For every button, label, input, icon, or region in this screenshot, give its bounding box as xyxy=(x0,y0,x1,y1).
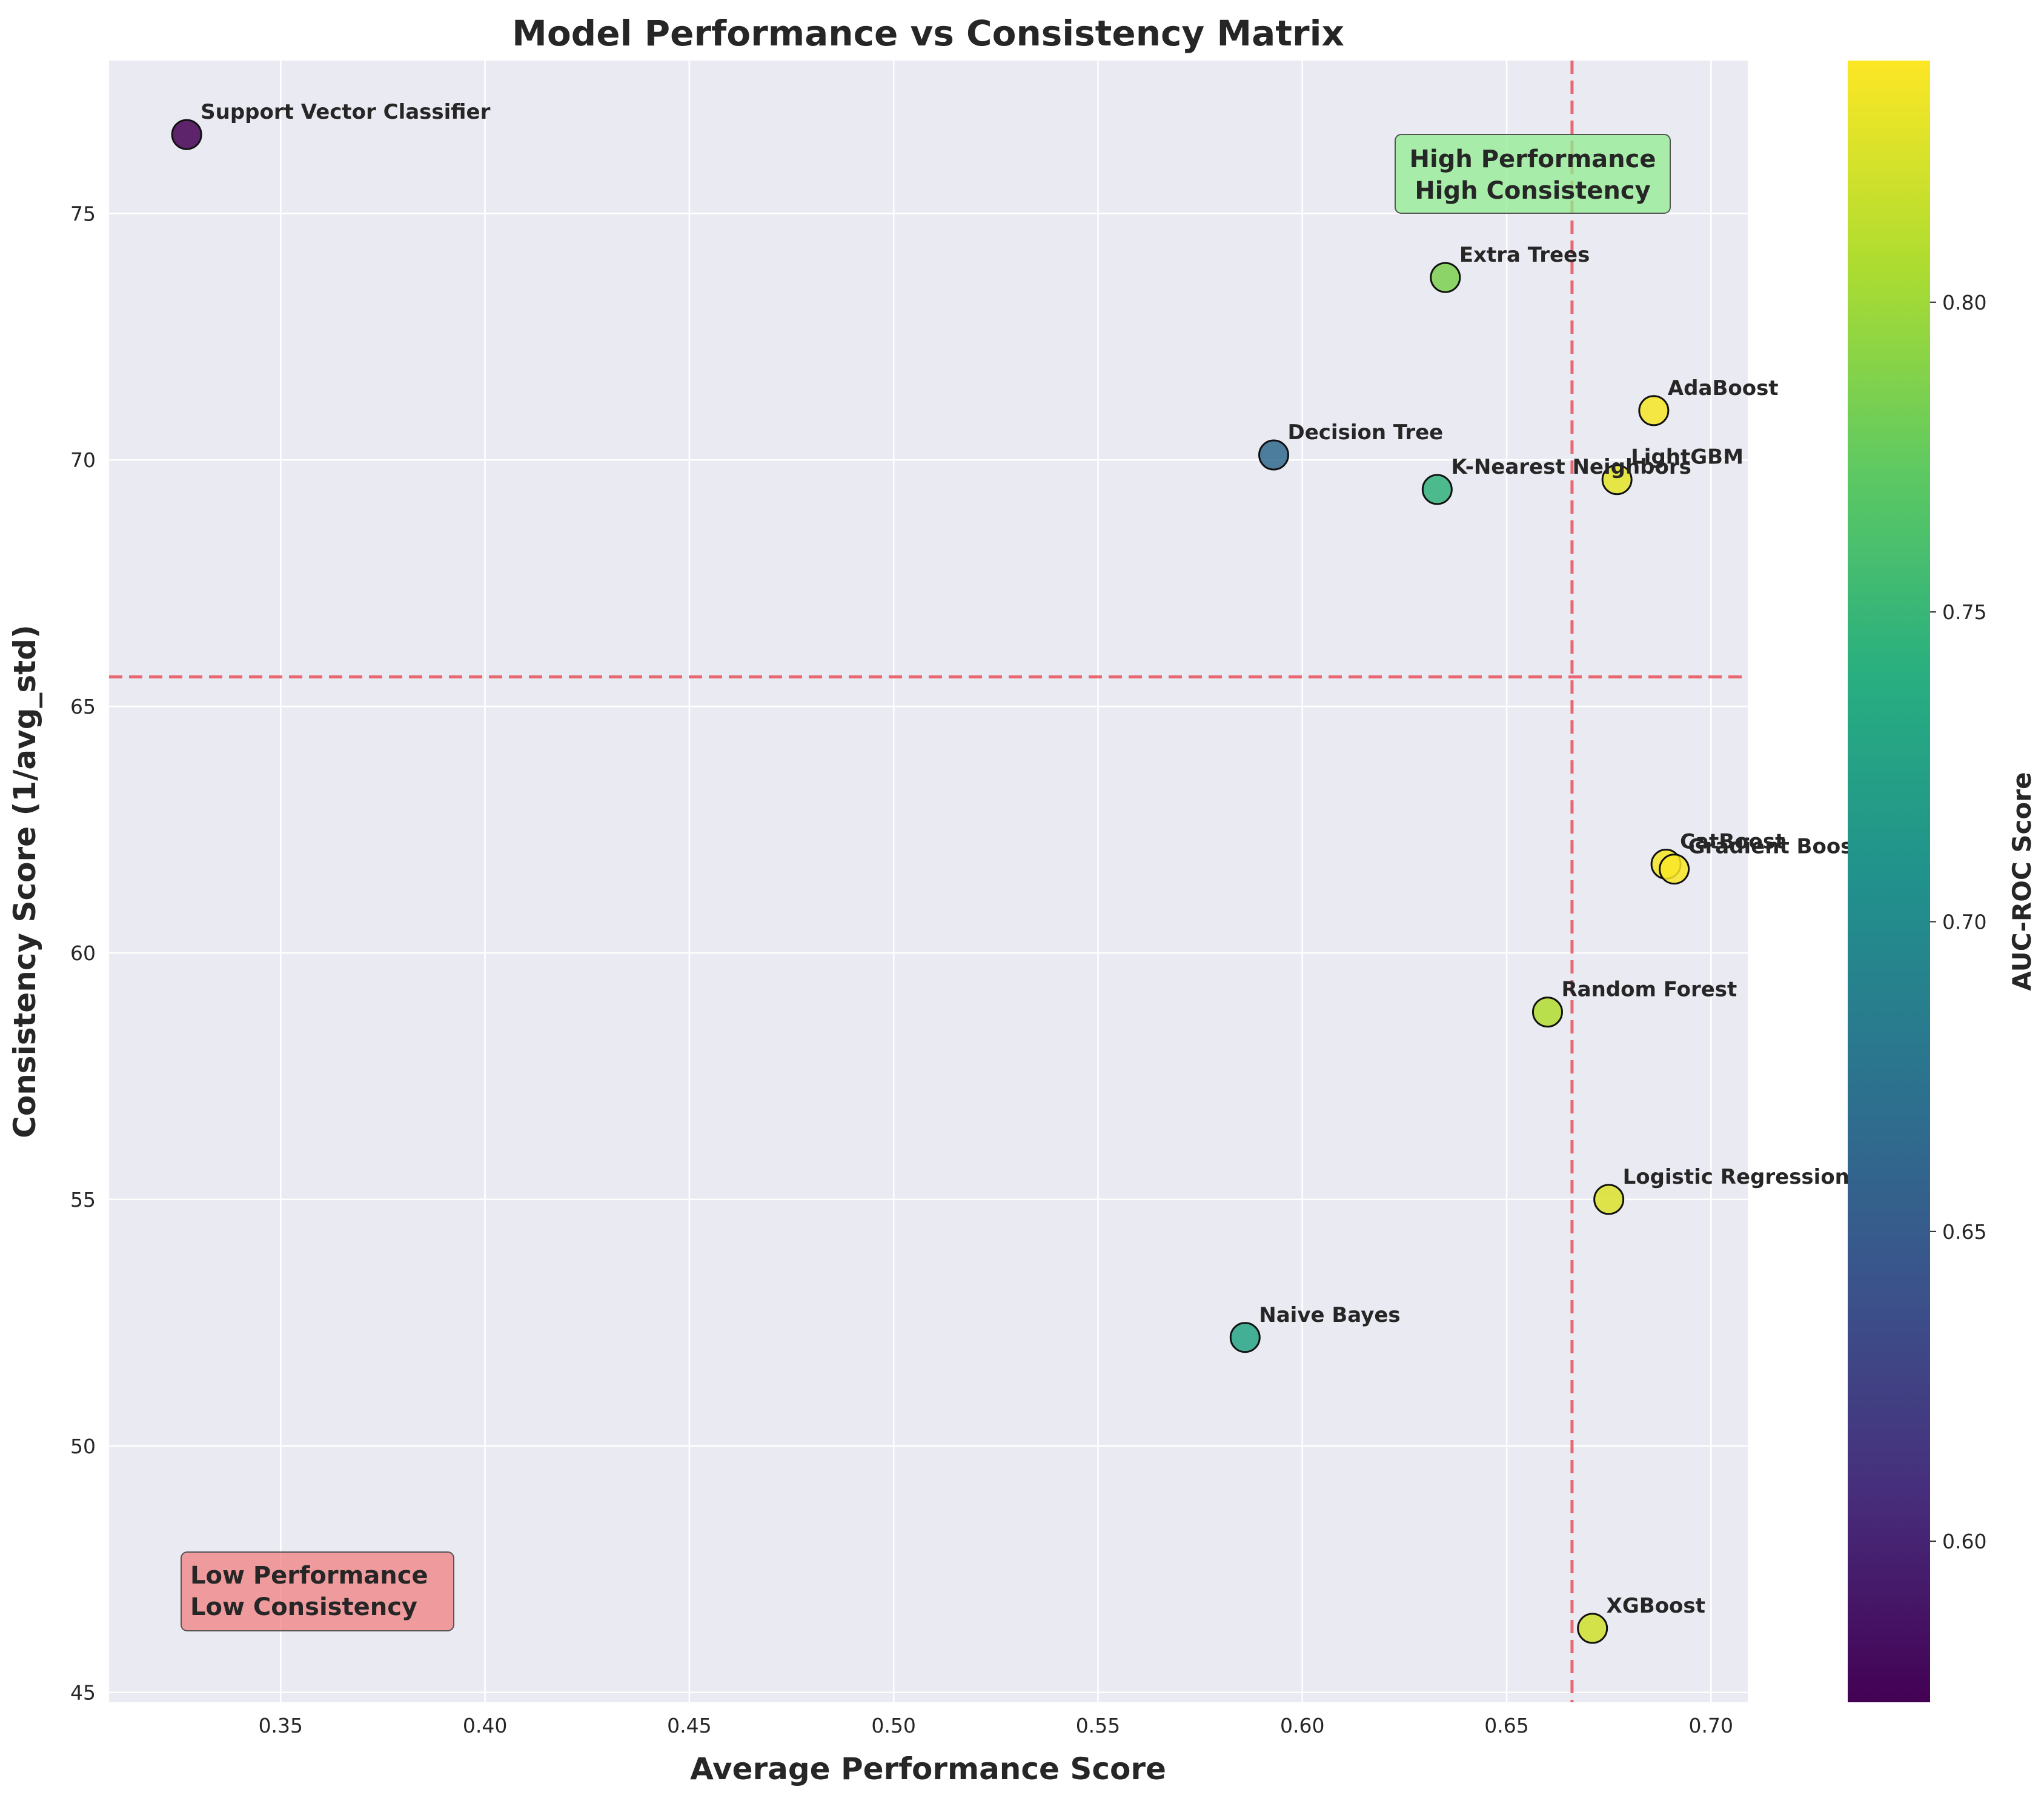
data-points: Support Vector Classifier Extra Trees AdaB… xyxy=(171,100,1899,1644)
data-point xyxy=(1601,464,1633,496)
grid-lines xyxy=(109,61,1748,1702)
data-point xyxy=(1577,1613,1608,1644)
data-point-label: Support Vector Classifier xyxy=(201,100,490,124)
x-tick-label: 0.60 xyxy=(1280,1714,1324,1737)
data-point xyxy=(1593,1184,1625,1215)
annotation-low: Low Performance Low Consistency xyxy=(181,1551,454,1631)
data-point-label: AdaBoost xyxy=(1668,376,1779,400)
y-tick-label: 65 xyxy=(70,695,96,718)
data-point-label: K-Nearest Neighbors xyxy=(1451,455,1691,479)
colorbar-gradient xyxy=(1848,61,1930,1702)
colorbar: 0.60 0.65 0.70 0.75 0.80 AUC-ROC Score xyxy=(1848,61,2037,1702)
x-tick-label: 0.45 xyxy=(667,1714,711,1737)
y-axis-label: Consistency Score (1/avg_std) xyxy=(7,625,42,1138)
y-tick-label: 60 xyxy=(70,941,96,965)
data-point-label: XGBoost xyxy=(1607,1594,1705,1618)
x-tick-label: 0.50 xyxy=(871,1714,915,1737)
y-tick-label: 55 xyxy=(70,1188,96,1212)
data-point-label: Random Forest xyxy=(1561,978,1737,1002)
x-tick-label: 0.40 xyxy=(463,1714,507,1737)
x-tick-label: 0.65 xyxy=(1484,1714,1528,1737)
colorbar-tick-label: 0.70 xyxy=(1942,910,1986,934)
data-point-label: CatBoost xyxy=(1680,830,1785,854)
x-tick-label: 0.70 xyxy=(1689,1714,1733,1737)
data-point xyxy=(1638,395,1670,426)
data-point-label: Decision Tree xyxy=(1288,420,1444,445)
data-point-label: Extra Trees xyxy=(1459,243,1590,267)
y-tick-label: 45 xyxy=(70,1681,96,1705)
colorbar-ticks: 0.60 0.65 0.70 0.75 0.80 xyxy=(1930,291,1986,1553)
data-point-label: Naive Bayes xyxy=(1259,1303,1400,1327)
annotation-high-box xyxy=(1395,134,1671,214)
annotation-low-line2: Low Consistency xyxy=(190,1593,417,1621)
data-point xyxy=(1531,997,1563,1028)
chart-title: Model Performance vs Consistency Matrix xyxy=(512,13,1344,54)
colorbar-tick-label: 0.65 xyxy=(1942,1220,1986,1244)
data-point xyxy=(1229,1322,1261,1353)
colorbar-tick-label: 0.75 xyxy=(1942,600,1986,624)
x-tick-label: 0.55 xyxy=(1076,1714,1120,1737)
colorbar-tick-label: 0.60 xyxy=(1942,1530,1986,1553)
data-point-label: LightGBM xyxy=(1631,445,1744,469)
plot-background xyxy=(109,61,1748,1702)
data-point xyxy=(171,119,202,150)
annotation-high-line1: High Performance xyxy=(1410,145,1656,173)
data-point xyxy=(1659,854,1690,885)
colorbar-label: AUC-ROC Score xyxy=(2007,772,2037,990)
annotation-high: High Performance High Consistency xyxy=(1395,134,1671,214)
annotation-low-line1: Low Performance xyxy=(190,1562,428,1590)
colorbar-tick-label: 0.80 xyxy=(1942,291,1986,314)
data-point xyxy=(1421,474,1453,505)
y-tick-label: 50 xyxy=(70,1435,96,1458)
y-tick-label: 70 xyxy=(70,448,96,472)
x-tick-label: 0.35 xyxy=(259,1714,303,1737)
x-axis-label: Average Performance Score xyxy=(690,1751,1166,1786)
axis-ticks: 0.35 0.40 0.45 0.50 0.55 0.60 0.65 0.70 45 50 55 60… xyxy=(70,202,1733,1737)
annotation-low-box xyxy=(181,1551,454,1631)
annotation-high-line2: High Consistency xyxy=(1415,177,1650,205)
data-point xyxy=(1258,439,1290,471)
data-point xyxy=(1430,262,1461,293)
y-tick-label: 75 xyxy=(70,202,96,225)
data-point-label: Logistic Regression xyxy=(1623,1165,1850,1189)
threshold-lines xyxy=(109,61,1748,1702)
